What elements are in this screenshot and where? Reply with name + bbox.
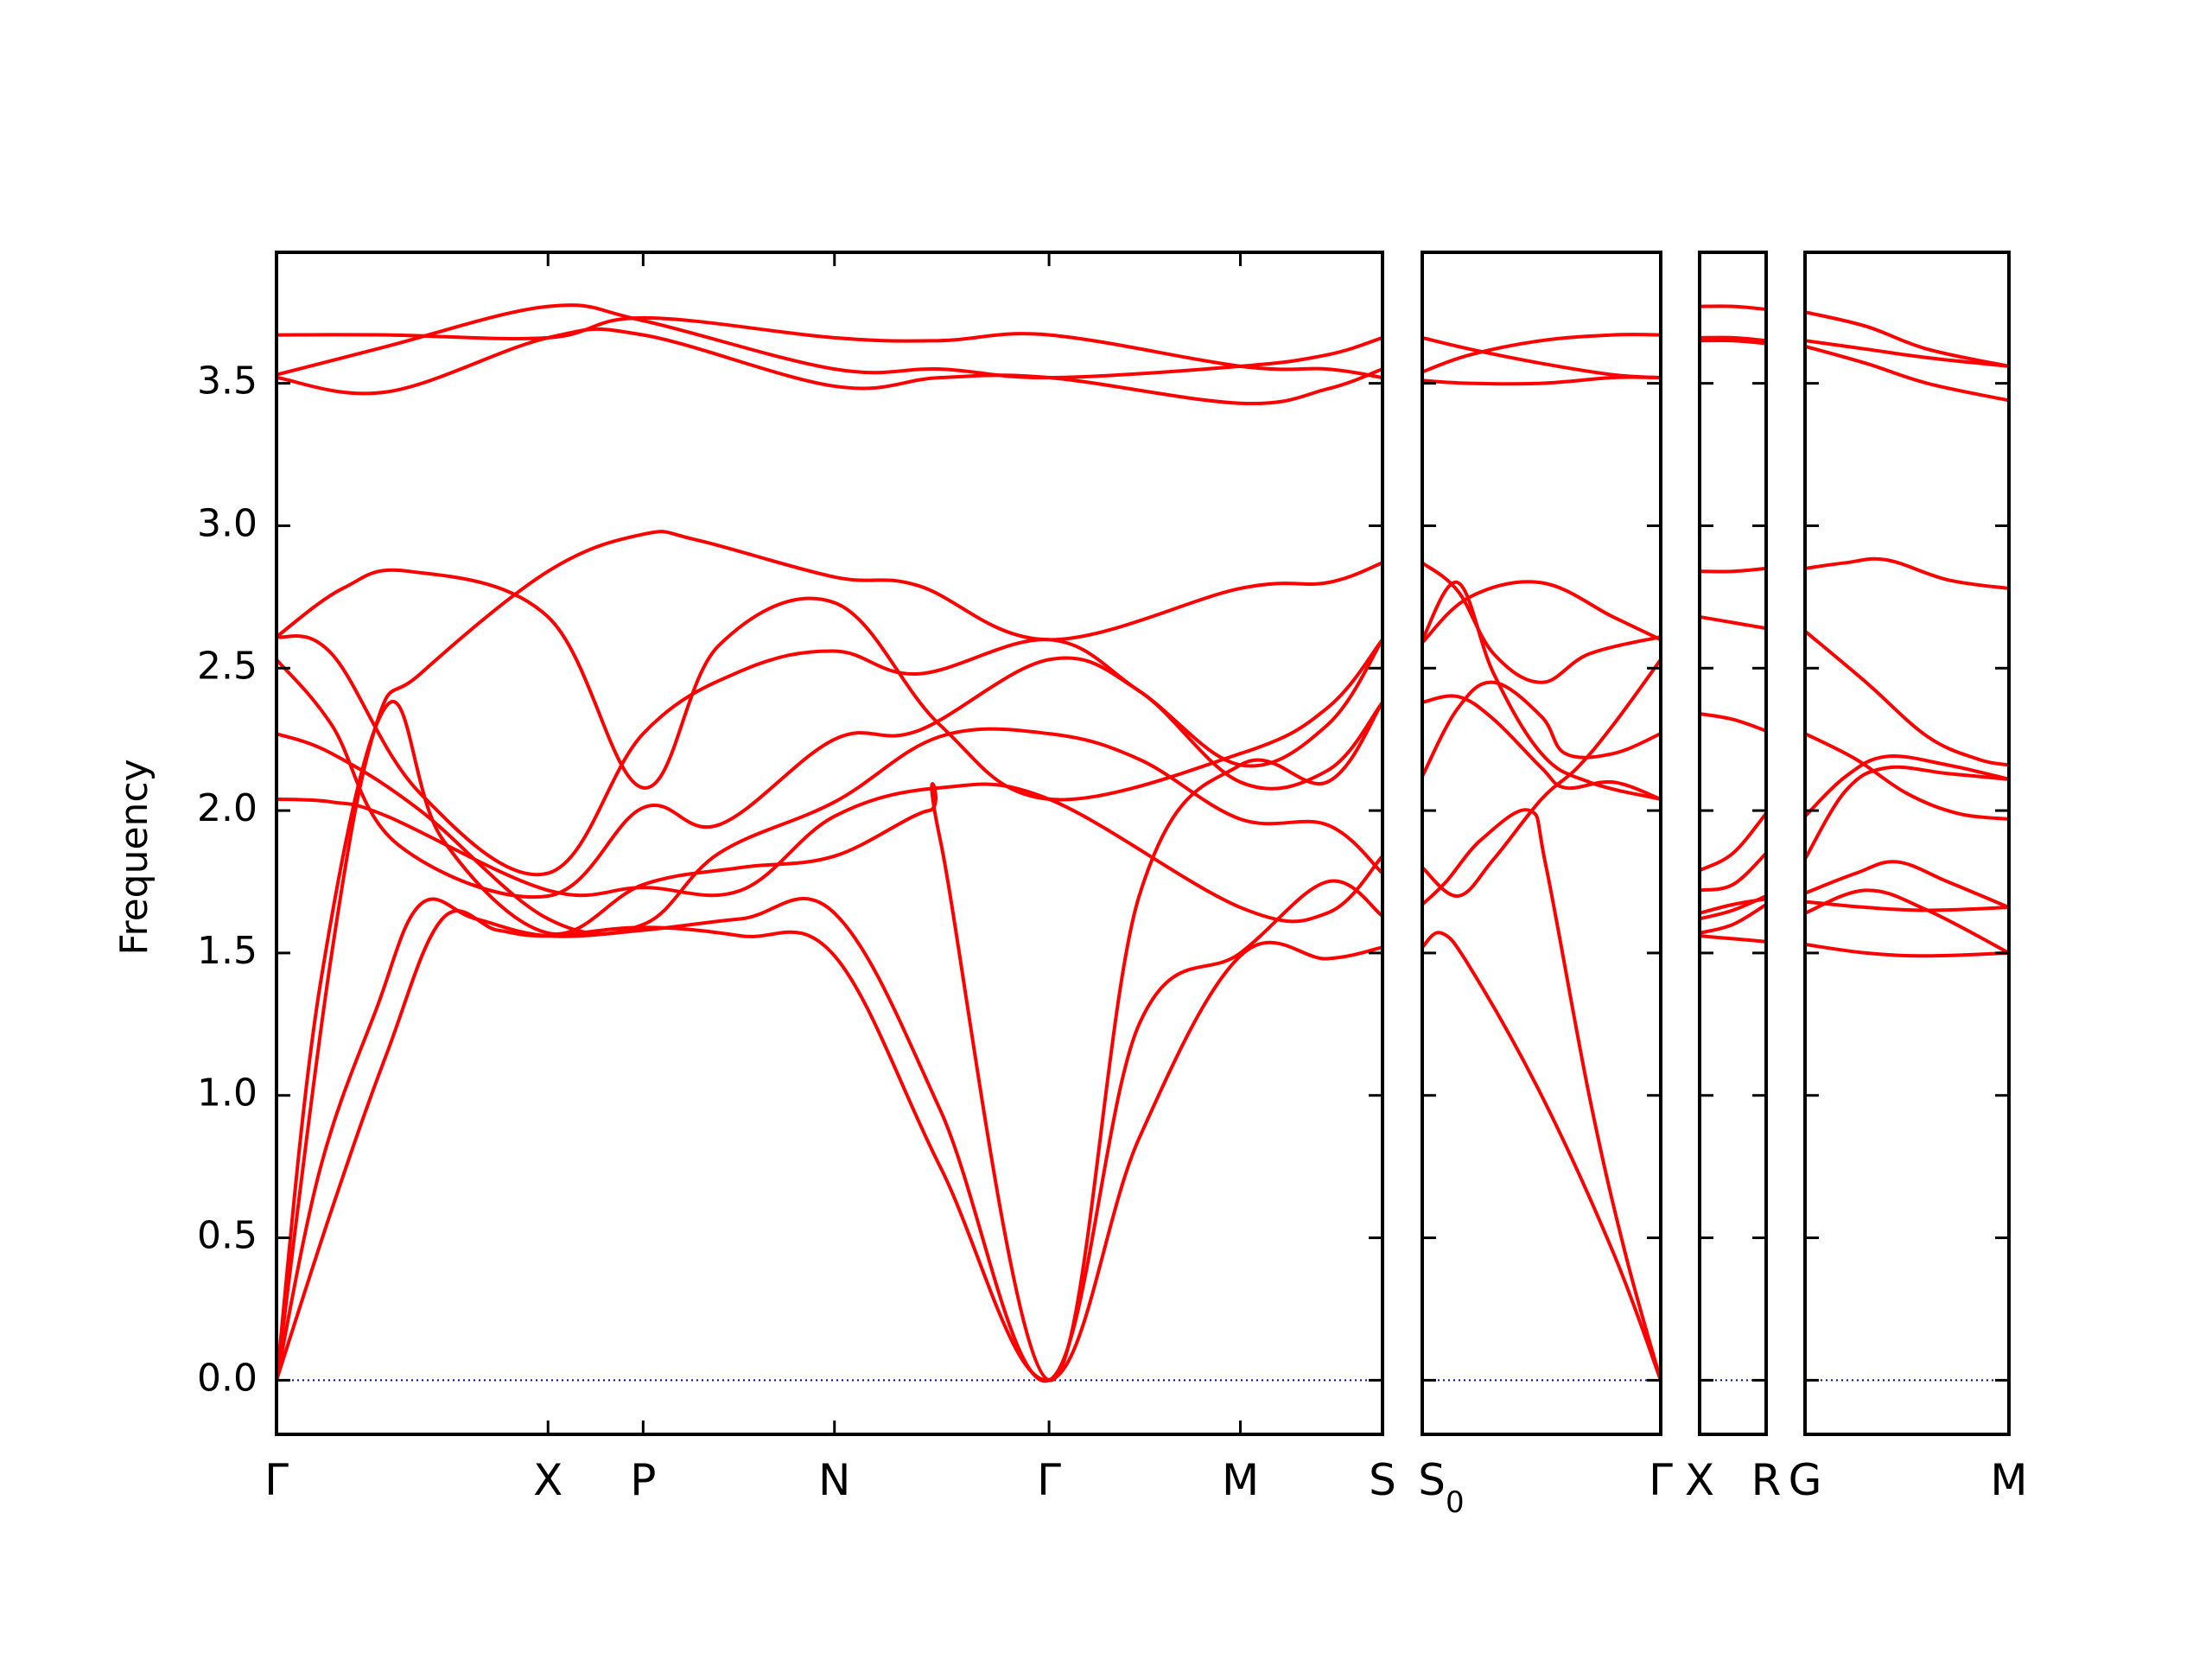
band-line [1803, 899, 2011, 912]
panel-frame [275, 251, 1384, 1436]
band-line [1421, 581, 1662, 801]
band-line [1803, 765, 2011, 861]
panel-frame [1421, 251, 1662, 1436]
band-line [275, 633, 1384, 877]
band-line [1698, 811, 1768, 873]
band-line [1803, 310, 2011, 368]
x-tick-label: Γ [264, 1455, 289, 1505]
band-line [1421, 561, 1662, 684]
band-line [1698, 338, 1768, 346]
panel-frame [1803, 251, 2011, 1436]
band-line [1421, 658, 1662, 898]
x-tick-label: S [1369, 1455, 1396, 1505]
y-axis-title: Frequency [112, 759, 156, 955]
band-line [1421, 580, 1662, 645]
x-tick-label: P [630, 1455, 656, 1505]
x-tick-label: Γ [1037, 1455, 1061, 1505]
band-line [1698, 335, 1768, 343]
x-tick-label: X [533, 1455, 563, 1505]
band-line [1698, 566, 1768, 574]
panel-frame [1698, 251, 1768, 1436]
band-line [1698, 712, 1768, 733]
band-line [1698, 934, 1768, 944]
y-tick-label: 2.5 [197, 644, 257, 688]
band-line [275, 656, 1384, 899]
x-tick-label: M [1222, 1455, 1259, 1505]
panels-layer: 0.00.51.01.52.02.53.03.5Γ X P N Γ M S S0 Γ X R G M [197, 251, 2028, 1520]
band-line [1803, 860, 2011, 910]
band-line [1803, 556, 2011, 590]
x-tick-label: X [1685, 1455, 1714, 1505]
band-line [275, 782, 1384, 924]
band-line [1698, 614, 1768, 631]
band-line [1421, 931, 1662, 1382]
band-line [1803, 888, 2011, 955]
band-line [1803, 732, 2011, 821]
band-line [1698, 897, 1768, 915]
y-tick-label: 3.5 [197, 359, 257, 404]
y-tick-label: 0.5 [197, 1214, 257, 1258]
band-line [1421, 335, 1662, 380]
x-tick-label: M [1990, 1455, 2027, 1505]
band-line [1421, 808, 1662, 1382]
band-line [275, 879, 1384, 1383]
x-tick-label: N [818, 1455, 850, 1505]
band-line [1803, 339, 2011, 368]
band-line [275, 568, 1384, 802]
y-tick-label: 0.0 [197, 1356, 257, 1400]
y-tick-label: 1.5 [197, 929, 257, 973]
x-tick-label: Γ [1649, 1455, 1673, 1505]
band-line [1698, 304, 1768, 311]
band-line [275, 727, 1384, 936]
band-line [1803, 943, 2011, 958]
band-line [1421, 333, 1662, 374]
band-line [275, 909, 1384, 1382]
x-tick-label: G [1789, 1455, 1822, 1505]
x-tick-label: S0 [1418, 1455, 1464, 1520]
band-line [1803, 754, 2011, 818]
band-line [275, 530, 1384, 1382]
band-line [1698, 902, 1768, 935]
band-line [1421, 680, 1662, 779]
y-tick-label: 1.0 [197, 1071, 257, 1116]
band-line [275, 327, 1384, 406]
band-line [275, 303, 1384, 380]
y-tick-label: 3.0 [197, 501, 257, 545]
band-line [1803, 344, 2011, 403]
y-tick-label: 2.0 [197, 786, 257, 830]
band-line [1421, 694, 1662, 801]
band-line [275, 315, 1384, 380]
band-line [1803, 629, 2011, 767]
band-line [1698, 851, 1768, 893]
panel-2: S0 Γ [1418, 251, 1673, 1520]
x-tick-label: R [1751, 1455, 1782, 1505]
band-line [1421, 375, 1662, 386]
